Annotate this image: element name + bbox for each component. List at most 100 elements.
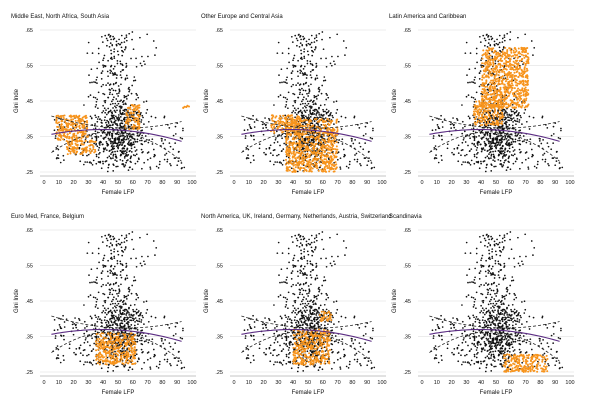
highlight-point <box>521 73 524 76</box>
world-point <box>306 109 308 112</box>
highlight-point <box>306 162 309 165</box>
world-point <box>168 142 171 144</box>
world-point <box>84 161 87 163</box>
world-point <box>304 89 307 92</box>
highlight-point <box>518 89 521 92</box>
world-point <box>107 166 110 169</box>
world-point <box>282 148 285 150</box>
world-point <box>531 153 534 156</box>
world-point <box>292 92 294 95</box>
world-point <box>117 133 120 136</box>
world-point <box>473 162 476 165</box>
world-point <box>496 139 498 142</box>
world-point <box>536 163 539 166</box>
highlight-point <box>526 93 529 96</box>
highlight-point <box>66 135 69 138</box>
world-point <box>129 166 131 169</box>
highlight-point <box>326 165 329 168</box>
highlight-point <box>56 125 59 128</box>
world-point <box>348 163 351 166</box>
world-point <box>100 78 103 80</box>
highlight-point <box>314 139 317 142</box>
world-point <box>113 73 115 75</box>
world-point <box>513 153 516 156</box>
highlight-point <box>514 68 517 71</box>
world-point <box>83 141 86 144</box>
world-point <box>469 81 471 84</box>
highlight-point <box>294 163 297 166</box>
world-point <box>244 135 247 137</box>
highlight-point <box>516 101 519 104</box>
world-point <box>112 163 115 166</box>
world-point <box>296 44 298 47</box>
world-point <box>132 154 135 156</box>
highlight-point <box>510 51 513 54</box>
world-point <box>555 151 558 153</box>
world-point <box>538 140 541 142</box>
world-point <box>94 81 97 84</box>
highlight-point <box>130 115 133 118</box>
world-point <box>109 124 112 127</box>
world-point <box>285 100 288 103</box>
highlight-point <box>480 95 483 98</box>
highlight-point <box>511 87 514 90</box>
highlight-point <box>481 62 484 65</box>
highlight-point <box>493 83 496 86</box>
world-point <box>492 159 495 161</box>
highlight-point <box>510 101 513 104</box>
highlight-point <box>287 114 290 117</box>
world-point <box>93 81 95 83</box>
highlight-point <box>523 66 526 69</box>
highlight-point <box>295 122 298 125</box>
world-point <box>486 132 489 135</box>
world-point <box>451 151 453 154</box>
world-point <box>324 79 327 82</box>
world-point <box>141 143 144 146</box>
highlight-point <box>493 58 496 61</box>
highlight-point <box>481 78 484 81</box>
world-point <box>104 147 107 149</box>
world-point <box>124 154 127 157</box>
world-point <box>110 114 113 117</box>
world-point <box>324 110 326 113</box>
highlight-point <box>502 98 505 101</box>
world-point <box>79 160 82 163</box>
world-point <box>437 161 440 164</box>
x-tick-label: 30 <box>85 180 91 186</box>
world-point <box>433 147 436 149</box>
world-point <box>307 92 310 94</box>
world-point <box>300 52 303 55</box>
world-point <box>499 159 502 162</box>
highlight-point <box>513 91 516 94</box>
highlight-point <box>491 73 494 76</box>
world-point <box>465 95 468 98</box>
highlight-point <box>304 118 307 121</box>
world-point <box>94 96 97 99</box>
highlight-point <box>323 158 326 161</box>
highlight-point <box>303 149 306 152</box>
world-point <box>258 143 261 146</box>
highlight-point <box>526 77 529 80</box>
world-point <box>310 99 312 102</box>
world-point <box>475 91 478 94</box>
highlight-point <box>504 80 507 83</box>
highlight-point <box>515 95 518 98</box>
world-point <box>484 44 486 47</box>
world-point <box>311 54 314 57</box>
world-point <box>491 109 494 112</box>
world-point <box>306 62 309 65</box>
world-point <box>290 167 293 170</box>
world-point <box>253 159 255 161</box>
world-point <box>322 108 324 111</box>
highlight-point <box>134 120 137 123</box>
world-point <box>333 60 335 63</box>
world-point <box>123 137 126 139</box>
world-point <box>514 140 517 143</box>
world-point <box>520 116 522 119</box>
world-point <box>146 108 149 111</box>
highlight-point <box>81 152 84 155</box>
highlight-point <box>525 60 528 63</box>
highlight-point <box>309 153 312 156</box>
world-point <box>507 142 510 145</box>
world-point <box>86 161 89 163</box>
